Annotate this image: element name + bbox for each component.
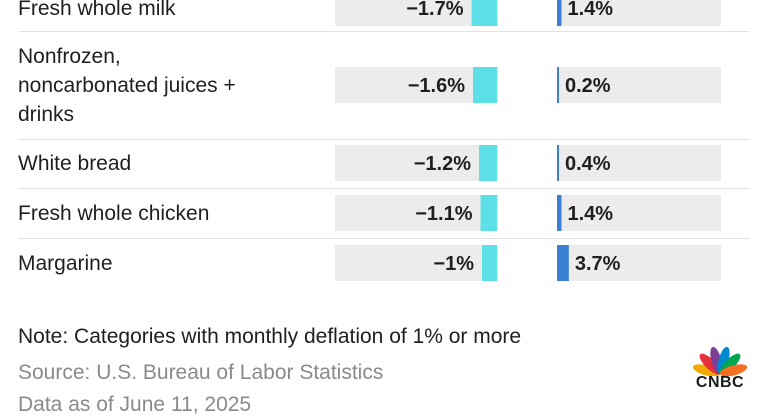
- increase-bar: [557, 67, 559, 103]
- decrease-value-label: −1.6%: [408, 75, 465, 97]
- category-label: Nonfrozen,: [18, 44, 121, 68]
- cnbc-logo-text: CNBC: [695, 374, 745, 391]
- category-label: noncarbonated juices +: [18, 73, 236, 97]
- category-label: White bread: [18, 151, 132, 175]
- peacock-feather: [717, 346, 730, 375]
- category-label: Fresh whole chicken: [18, 201, 210, 225]
- decrease-value-label: −1.1%: [415, 203, 472, 225]
- decrease-panel-background: [335, 0, 498, 26]
- increase-panel-background: [557, 145, 721, 181]
- category-label: drinks: [18, 102, 75, 126]
- decrease-bar: [480, 195, 497, 231]
- decrease-bar: [471, 0, 497, 26]
- row-divider: [18, 139, 750, 140]
- decrease-panel-background: [335, 145, 498, 181]
- increase-value-label: 0.2%: [565, 75, 611, 97]
- increase-panel-background: [557, 67, 721, 103]
- increase-panel-background: [557, 245, 721, 281]
- increase-value-label: 3.7%: [575, 253, 621, 275]
- peacock-icon: [692, 346, 748, 377]
- peacock-feather: [692, 364, 721, 377]
- increase-value-label: 1.4%: [567, 203, 613, 225]
- row-divider: [18, 238, 750, 239]
- category-label: Margarine: [18, 251, 113, 275]
- increase-value-label: 1.4%: [567, 0, 613, 20]
- increase-bar: [557, 0, 562, 26]
- decrease-value-label: −1.7%: [406, 0, 463, 20]
- chart-note: Note: Categories with monthly deflation …: [18, 325, 522, 348]
- decrease-value-label: −1%: [433, 253, 474, 275]
- bar-chart: −1.7% 1.4% −1.6% 0.2% −1.2% 0.4% −1.1% 1.4% −1% 3…: [335, 0, 721, 281]
- row-divider: [18, 188, 750, 189]
- cnbc-logo: CNBC: [690, 342, 750, 394]
- increase-bar: [557, 195, 562, 231]
- increase-bar: [557, 245, 569, 281]
- increase-panel-background: [557, 195, 721, 231]
- decrease-value-label: −1.2%: [414, 153, 471, 175]
- increase-panel-background: [557, 0, 721, 26]
- row-divider: [18, 31, 750, 32]
- decrease-panel-background: [335, 245, 498, 281]
- decrease-panel-background: [335, 195, 498, 231]
- chart-source: Source: U.S. Bureau of Labor Statistics: [18, 361, 384, 384]
- decrease-bar: [482, 245, 497, 281]
- decrease-bar: [479, 145, 497, 181]
- increase-bar: [557, 145, 559, 181]
- chart-as-of-date: Data as of June 11, 2025: [18, 393, 252, 416]
- increase-value-label: 0.4%: [565, 153, 611, 175]
- category-label: Fresh whole milk: [18, 0, 176, 20]
- peacock-feather: [719, 364, 748, 377]
- decrease-panel-background: [335, 67, 498, 103]
- decrease-bar: [473, 67, 497, 103]
